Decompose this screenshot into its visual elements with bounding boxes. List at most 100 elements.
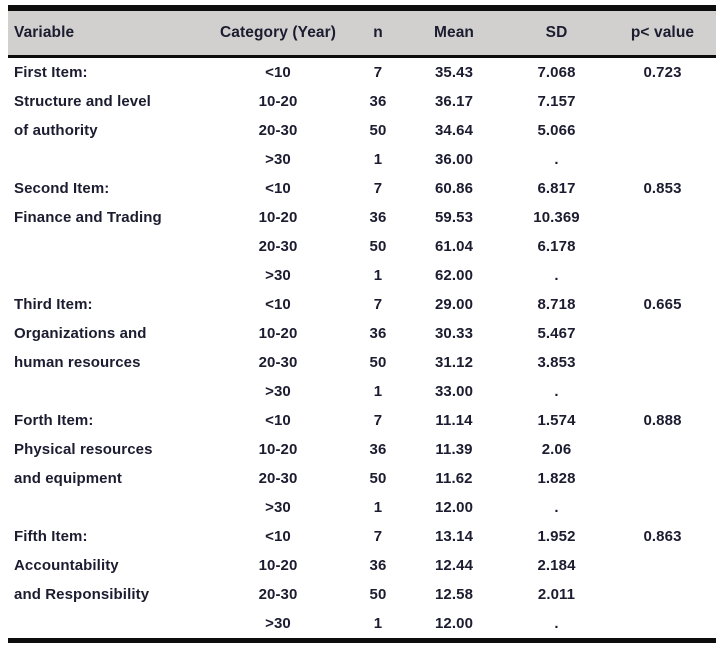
cell-p [609, 145, 716, 174]
cell-category: >30 [265, 151, 291, 168]
column-header-n: n [352, 8, 404, 58]
cell-category: 10-20 [258, 441, 298, 458]
table-row: >30 1 62.00. [8, 261, 716, 290]
cell-sd: 5.467 [537, 325, 576, 342]
cell-variable: Fifth Item: [14, 528, 88, 545]
cell-category: 10-20 [258, 325, 298, 342]
cell-sd: 2.184 [537, 557, 576, 574]
cell-n: 7 [373, 64, 383, 81]
cell-variable [8, 145, 204, 174]
cell-variable: Accountability [14, 557, 119, 574]
cell-variable: Organizations and [14, 325, 147, 342]
table-row: Organizations and 10-20 36 30.33 5.467 [8, 319, 716, 348]
cell-variable [8, 377, 204, 406]
table-row: Third Item: <10 7 29.00 8.718 0.665 [8, 290, 716, 319]
cell-mean: 60.86 [434, 180, 474, 197]
cell-sd: 2.011 [537, 586, 576, 603]
cell-variable [8, 493, 204, 522]
page: Variable Category (Year) n Mean SD p< va… [8, 5, 716, 643]
cell-n: 1 [373, 151, 383, 168]
cell-sd: . [554, 267, 559, 284]
cell-sd: . [554, 383, 559, 400]
cell-p [609, 203, 716, 232]
cell-n: 50 [369, 122, 387, 139]
cell-variable: and equipment [14, 470, 122, 487]
cell-n: 50 [369, 238, 387, 255]
cell-category: 20-30 [258, 238, 298, 255]
cell-variable: Forth Item: [14, 412, 94, 429]
table-row: and Responsibility 20-30 50 12.58 2.011 [8, 580, 716, 609]
cell-n: 7 [373, 296, 383, 313]
cell-n: 7 [373, 180, 383, 197]
cell-p: 0.665 [643, 296, 682, 313]
cell-n: 50 [369, 354, 387, 371]
table-row: Fifth Item: <10 7 13.14 1.952 0.863 [8, 522, 716, 551]
cell-mean: 12.58 [434, 586, 474, 603]
table-row: and equipment 20-30 50 11.62 1.828 [8, 464, 716, 493]
cell-p [609, 435, 716, 464]
cell-sd: . [554, 499, 559, 516]
table-row: >30 1 12.00. [8, 609, 716, 641]
cell-p [609, 319, 716, 348]
cell-category: >30 [265, 383, 291, 400]
cell-p [609, 377, 716, 406]
cell-variable: Physical resources [14, 441, 153, 458]
cell-category: 20-30 [258, 586, 298, 603]
cell-n: 7 [373, 528, 383, 545]
table-row: Structure and level 10-20 36 36.17 7.157 [8, 87, 716, 116]
cell-p [609, 348, 716, 377]
cell-mean: 11.39 [435, 441, 473, 458]
cell-mean: 33.00 [434, 383, 474, 400]
cell-n: 36 [369, 441, 387, 458]
table-row: human resources 20-30 50 31.12 3.853 [8, 348, 716, 377]
cell-variable: of authority [14, 122, 98, 139]
cell-p: 0.888 [643, 412, 682, 429]
cell-variable: Structure and level [14, 93, 151, 110]
cell-variable [8, 232, 204, 261]
cell-mean: 34.64 [434, 122, 474, 139]
cell-category: <10 [265, 64, 291, 81]
cell-sd: 2.06 [541, 441, 572, 458]
cell-mean: 36.17 [434, 93, 474, 110]
cell-category: >30 [265, 267, 291, 284]
cell-n: 36 [369, 325, 387, 342]
cell-mean: 13.14 [434, 528, 474, 545]
cell-n: 1 [373, 615, 383, 632]
statistics-table: Variable Category (Year) n Mean SD p< va… [8, 5, 716, 643]
cell-mean: 59.53 [434, 209, 474, 226]
cell-p [609, 261, 716, 290]
cell-p: 0.853 [643, 180, 682, 197]
cell-variable: Second Item: [14, 180, 110, 197]
cell-sd: 1.828 [537, 470, 576, 487]
cell-sd: 3.853 [537, 354, 576, 371]
table-row: Finance and Trading 10-20 36 59.53 10.369 [8, 203, 716, 232]
table-row: >30 1 33.00. [8, 377, 716, 406]
table-row: of authority 20-30 50 34.64 5.066 [8, 116, 716, 145]
cell-mean: 12.44 [434, 557, 474, 574]
cell-category: <10 [265, 296, 291, 313]
cell-n: 36 [369, 209, 387, 226]
cell-variable: Third Item: [14, 296, 93, 313]
cell-sd: 7.068 [537, 64, 576, 81]
cell-category: 10-20 [258, 209, 298, 226]
cell-sd: 7.157 [537, 93, 576, 110]
cell-category: >30 [265, 615, 291, 632]
table-row: 20-30 50 61.04 6.178 [8, 232, 716, 261]
table-row: Accountability 10-20 36 12.44 2.184 [8, 551, 716, 580]
cell-p [609, 580, 716, 609]
cell-p [609, 116, 716, 145]
cell-category: 20-30 [258, 470, 298, 487]
cell-variable: Finance and Trading [14, 209, 162, 226]
cell-sd: 5.066 [537, 122, 576, 139]
cell-variable: human resources [14, 354, 141, 371]
cell-mean: 35.43 [434, 64, 474, 81]
table-row: Second Item: <10 7 60.86 6.817 0.853 [8, 174, 716, 203]
table-row: >30 1 12.00. [8, 493, 716, 522]
cell-mean: 12.00 [434, 615, 474, 632]
cell-mean: 11.14 [435, 412, 473, 429]
cell-p [609, 609, 716, 641]
column-header-mean: Mean [404, 8, 504, 58]
cell-mean: 11.62 [435, 470, 473, 487]
table-row: Forth Item: <10 7 11.14 1.574 0.888 [8, 406, 716, 435]
cell-sd: 6.178 [537, 238, 576, 255]
